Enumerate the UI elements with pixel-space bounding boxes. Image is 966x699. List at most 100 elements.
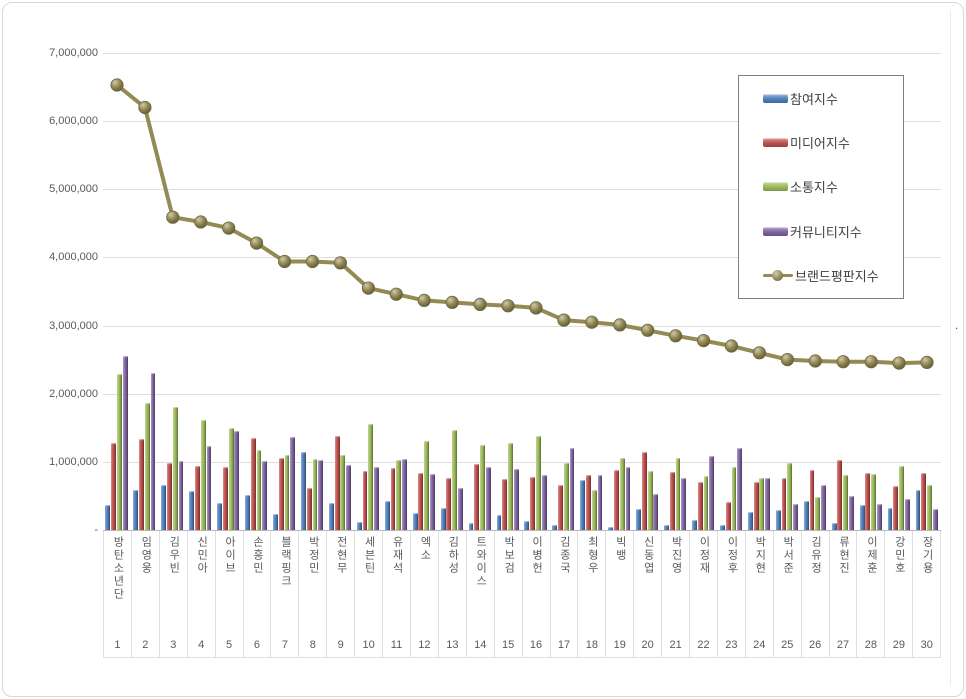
bar-community-index [318,459,324,530]
category-name: 유재석 [391,536,404,575]
bar-participation-index [915,490,921,530]
chart-legend: 참여지수 미디어지수 소통지수 커뮤니티지수 브랜드평판지수 [738,75,904,299]
bar-community-index [402,459,407,530]
legend-swatch-icon [763,182,788,192]
category-name: 빅뱅 [614,536,627,562]
bar-community-index [374,466,379,530]
marker-brand-reputation-index: 강민호 브랜드평판지수: 2,450,000 [892,356,906,370]
category-name: 박진영 [670,536,683,575]
bar-media-index [139,439,144,530]
bar-community-index [848,495,854,530]
bar-media-index [781,477,787,530]
category-cell: 트와이스 14 [465,531,494,657]
marker-brand-reputation-index: 류현진 브랜드평판지수: 2,470,000 [836,355,850,369]
marker-brand-reputation-index: 아이브 브랜드평판지수: 4,430,000 [222,221,236,235]
bar-media-index [167,463,172,530]
category-cell: 강민호 29 [884,531,912,657]
bar-media-index [641,451,647,530]
category-name: 세븐틴 [363,536,376,575]
plot-area: 방탄소년단 브랜드평판지수: 6,530,000 임영웅 브랜드평판지수: 6,2… [103,53,941,531]
category-rank: 18 [585,639,598,651]
bar-participation-index [301,451,306,530]
bar-participation-index [468,523,474,530]
bar-communication-index [703,475,709,530]
bar-communication-index [535,435,541,530]
bar-participation-index [636,508,642,530]
bar-communication-index [647,471,653,530]
category-cell: 김하성 13 [437,531,466,657]
bar-communication-index [396,459,402,530]
bar-communication-index [731,466,737,530]
marker-brand-reputation-index: 전현무 브랜드평판지수: 3,920,000 [333,256,347,270]
bar-community-index [765,477,771,530]
category-cell: 블랙핑크 7 [270,531,298,657]
category-rank: 21 [669,639,682,651]
bar-participation-index [664,524,669,530]
y-tick-label: 1,000,000 [49,455,98,468]
right-edge-line [950,10,951,686]
bar-media-index [558,485,563,530]
category-name: 장기용 [921,536,934,575]
legend-item-brand-reputation-index: 브랜드평판지수 [763,266,903,285]
bar-participation-index [440,507,446,530]
bar-participation-index [161,485,167,530]
bar-participation-index [245,495,250,530]
bar-community-index [346,465,352,530]
bar-community-index [709,456,715,530]
bar-media-index [697,482,703,530]
category-rank: 16 [529,639,543,651]
category-rank: 25 [781,639,794,651]
category-name: 신동엽 [642,536,655,575]
marker-brand-reputation-index: 블랙핑크 브랜드평판지수: 3,940,000 [278,254,292,269]
category-cell: 이정후 23 [716,531,745,657]
gridline [103,53,941,54]
bar-community-index [290,437,296,530]
bar-community-index [513,469,519,530]
bar-community-index [904,498,910,530]
bar-media-index [586,474,591,530]
marker-brand-reputation-index: 이정후 브랜드평판지수: 2,700,000 [724,339,739,353]
bar-media-index [306,488,312,530]
category-name: 엑소 [418,536,431,562]
bar-media-index [474,463,480,530]
category-cell: 박보검 15 [493,531,522,657]
bar-communication-index [424,441,430,530]
bar-participation-index [133,489,139,530]
category-name: 손흥민 [251,536,264,575]
bar-participation-index [831,523,837,530]
legend-item-community-index: 커뮤니티지수 [763,222,903,241]
bar-communication-index [815,497,821,530]
marker-brand-reputation-index: 빅뱅 브랜드평판지수: 3,010,000 [613,318,627,332]
bar-community-index [541,474,547,530]
category-cell: 임영웅 2 [130,531,159,657]
gridline [103,189,941,191]
bar-participation-index [859,504,865,530]
category-name: 방탄소년단 [111,536,124,601]
category-name: 이정후 [725,536,738,575]
gridline [103,257,941,259]
category-cell: 신민아 4 [186,531,215,657]
legend-swatch-icon [763,226,788,236]
bar-participation-index [747,512,753,530]
bar-media-index [725,502,731,530]
category-cell: 전현무 9 [326,531,354,657]
bar-media-index [530,476,536,530]
category-rank: 5 [226,639,233,651]
category-rank: 13 [446,639,459,651]
bar-community-index [206,445,212,530]
category-rank: 11 [390,639,403,651]
category-rank: 1 [114,639,121,651]
legend-label: 미디어지수 [790,136,850,152]
marker-brand-reputation-index: 방탄소년단 브랜드평판지수: 6,530,000 [110,78,124,92]
bar-community-index [485,466,491,530]
legend-item-participation-index: 참여지수 [763,89,903,108]
category-rank: 9 [337,639,344,651]
category-rank: 23 [725,639,738,651]
category-cell: 유재석 11 [382,531,410,657]
bar-media-index [334,435,340,530]
bar-community-index [178,461,184,530]
bar-participation-index [803,501,809,530]
bar-communication-index [871,474,876,530]
y-tick-label: 2,000,000 [49,387,98,400]
category-rank: 20 [641,639,654,651]
